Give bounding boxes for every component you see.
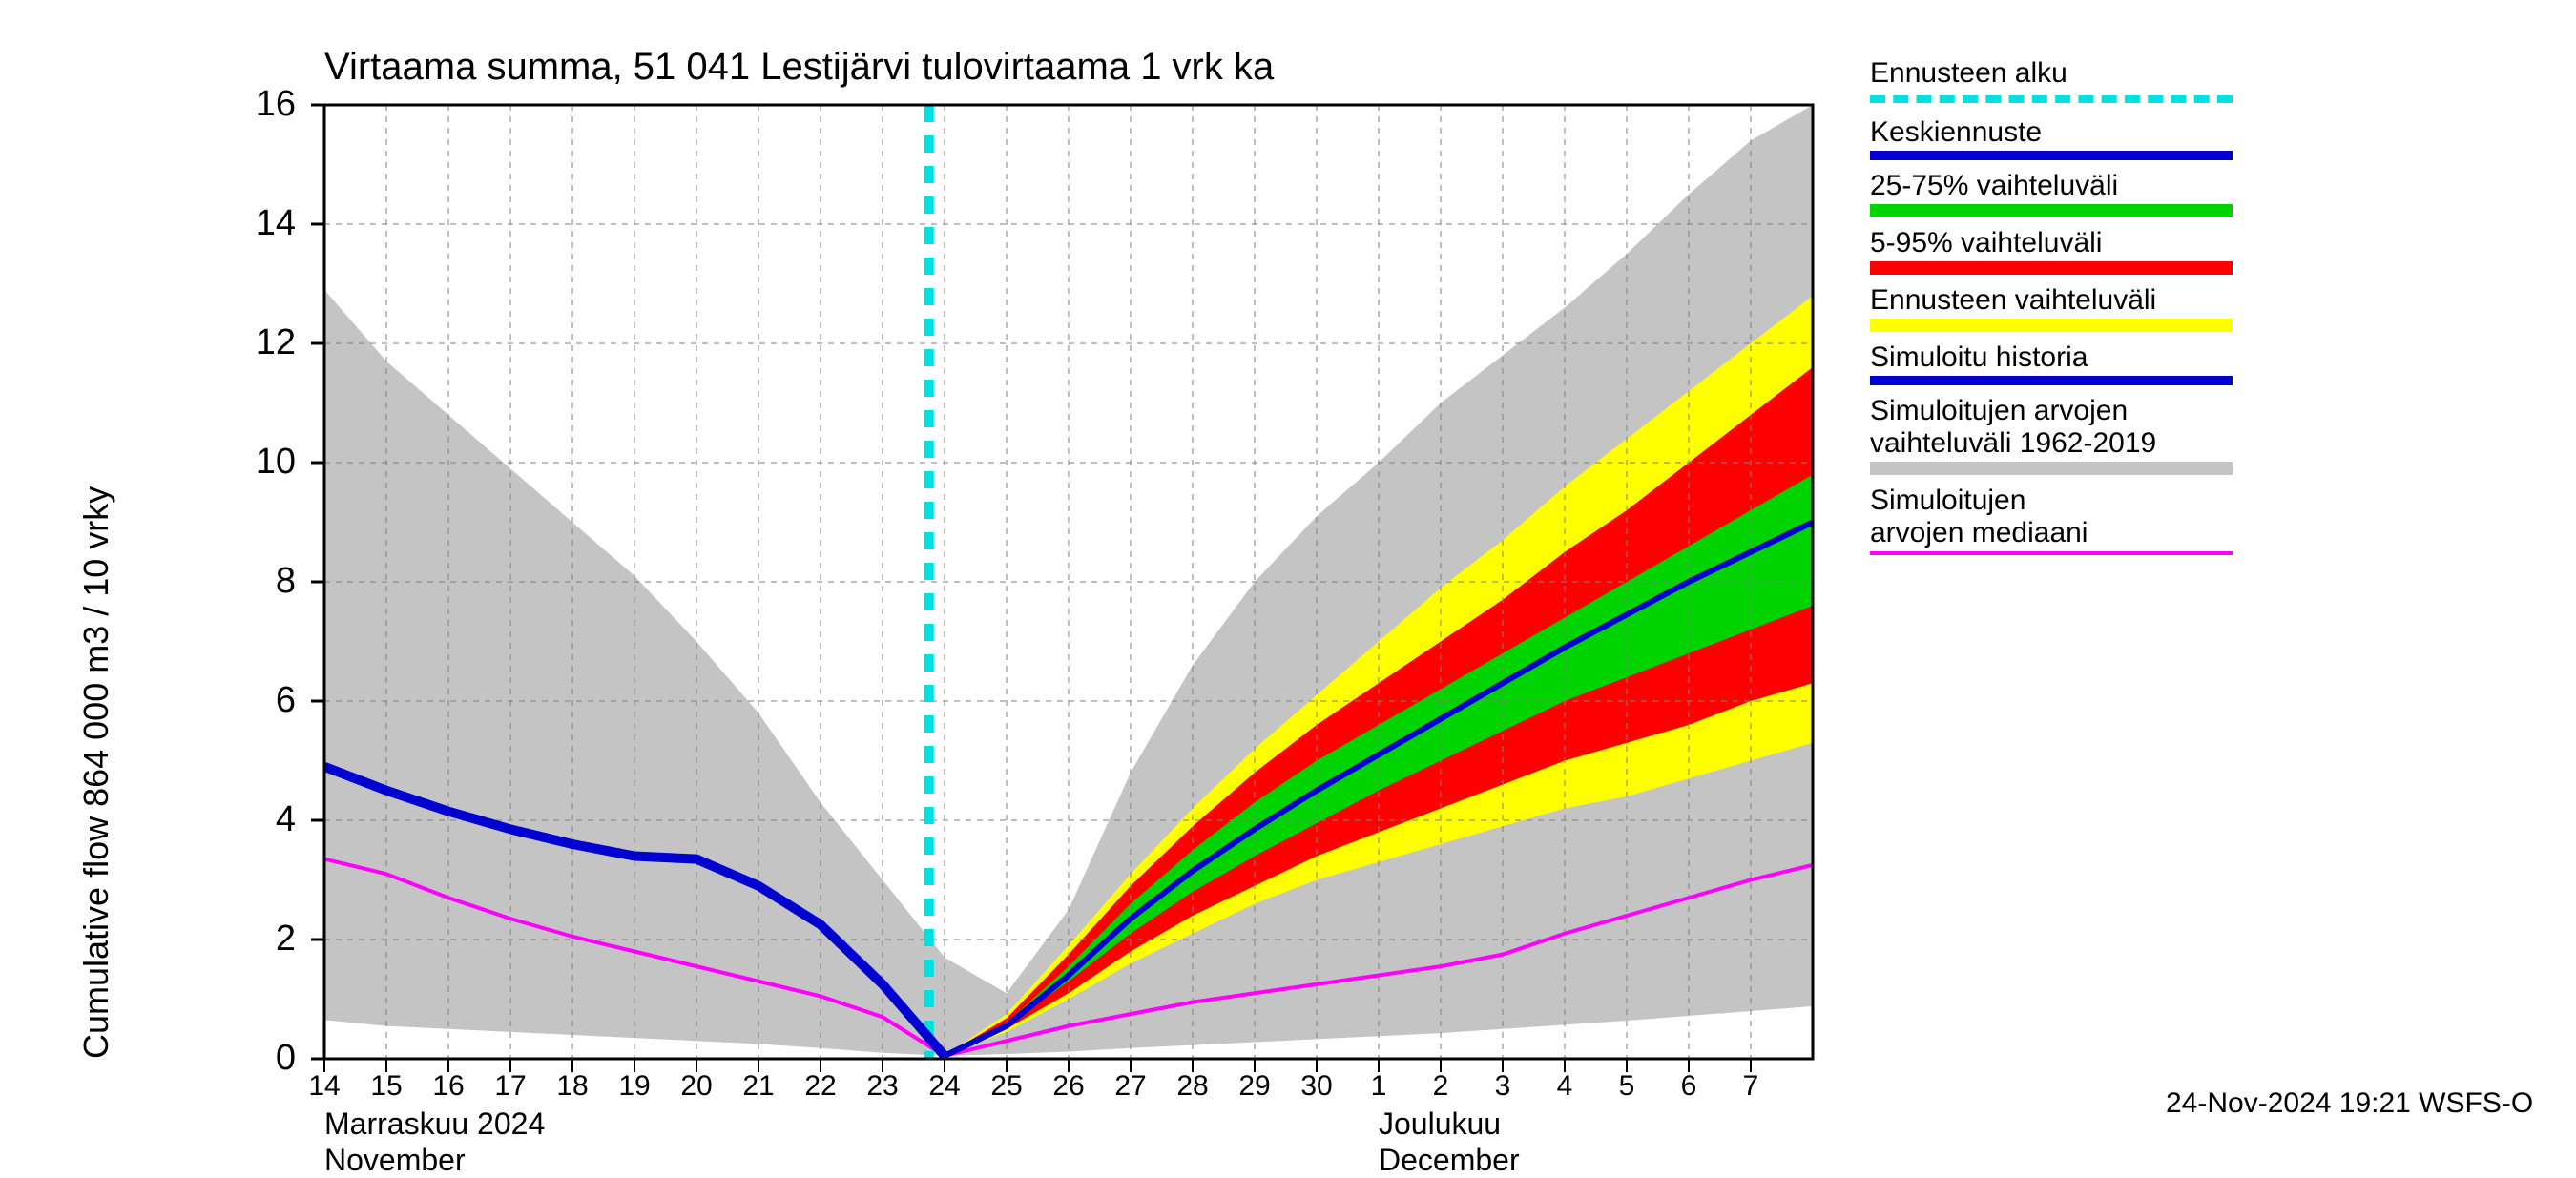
- x-tick: 1: [1355, 1070, 1402, 1103]
- x-tick: 18: [549, 1070, 596, 1103]
- legend-swatch: [1870, 204, 2233, 217]
- legend-item: Ennusteen alku: [1870, 57, 2233, 103]
- legend-item: Keskiennuste: [1870, 116, 2233, 160]
- legend-label: Ennusteen alku: [1870, 57, 2233, 90]
- y-tick: 8: [219, 561, 296, 602]
- legend-item: Simuloitu historia: [1870, 341, 2233, 385]
- legend-swatch: [1870, 551, 2233, 555]
- legend-swatch: [1870, 95, 2233, 103]
- month-label-en: November: [324, 1143, 466, 1178]
- legend-label: Ennusteen vaihteluväli: [1870, 284, 2233, 317]
- x-tick: 29: [1231, 1070, 1278, 1103]
- x-tick: 24: [921, 1070, 968, 1103]
- x-tick: 27: [1107, 1070, 1154, 1103]
- x-tick: 28: [1169, 1070, 1216, 1103]
- x-tick: 6: [1665, 1070, 1713, 1103]
- legend-label: 25-75% vaihteluväli: [1870, 170, 2233, 202]
- x-tick: 19: [611, 1070, 658, 1103]
- month-label-fi: Marraskuu 2024: [324, 1106, 545, 1142]
- x-tick: 17: [487, 1070, 534, 1103]
- x-tick: 25: [983, 1070, 1030, 1103]
- legend-swatch: [1870, 261, 2233, 275]
- y-tick: 6: [219, 680, 296, 721]
- x-tick: 4: [1541, 1070, 1589, 1103]
- legend-swatch: [1870, 319, 2233, 332]
- y-tick: 4: [219, 799, 296, 840]
- month-label-fi: Joulukuu: [1379, 1106, 1501, 1142]
- x-tick: 21: [735, 1070, 782, 1103]
- legend-label: Simuloitu historia: [1870, 341, 2233, 374]
- y-tick: 16: [219, 84, 296, 125]
- x-tick: 7: [1727, 1070, 1775, 1103]
- x-tick: 5: [1603, 1070, 1651, 1103]
- x-tick: 20: [673, 1070, 720, 1103]
- x-tick: 22: [797, 1070, 844, 1103]
- y-tick: 14: [219, 203, 296, 244]
- y-tick: 10: [219, 442, 296, 483]
- month-label-en: December: [1379, 1143, 1520, 1178]
- y-tick: 2: [219, 919, 296, 960]
- x-tick: 30: [1293, 1070, 1340, 1103]
- timestamp-label: 24-Nov-2024 19:21 WSFS-O: [2166, 1087, 2533, 1120]
- y-tick: 0: [219, 1038, 296, 1079]
- legend-label: Simuloitujenarvojen mediaani: [1870, 485, 2233, 549]
- chart-container: Virtaama summa, 51 041 Lestijärvi tulovi…: [0, 0, 2576, 1145]
- x-tick: 15: [363, 1070, 410, 1103]
- x-tick: 14: [301, 1070, 348, 1103]
- legend-item: Ennusteen vaihteluväli: [1870, 284, 2233, 332]
- x-tick: 16: [425, 1070, 472, 1103]
- legend-item: 5-95% vaihteluväli: [1870, 227, 2233, 275]
- x-tick: 23: [859, 1070, 906, 1103]
- legend-item: Simuloitujen arvojenvaihteluväli 1962-20…: [1870, 395, 2233, 475]
- legend-label: Simuloitujen arvojenvaihteluväli 1962-20…: [1870, 395, 2233, 460]
- x-tick: 3: [1479, 1070, 1527, 1103]
- legend-swatch: [1870, 462, 2233, 475]
- legend-label: Keskiennuste: [1870, 116, 2233, 149]
- legend-swatch: [1870, 376, 2233, 385]
- legend-label: 5-95% vaihteluväli: [1870, 227, 2233, 259]
- y-tick: 12: [219, 322, 296, 363]
- legend-item: Simuloitujenarvojen mediaani: [1870, 485, 2233, 555]
- legend-item: 25-75% vaihteluväli: [1870, 170, 2233, 217]
- x-tick: 26: [1045, 1070, 1092, 1103]
- x-tick: 2: [1417, 1070, 1465, 1103]
- legend-swatch: [1870, 151, 2233, 160]
- legend: Ennusteen alku Keskiennuste 25-75% vaihtel…: [1870, 57, 2233, 565]
